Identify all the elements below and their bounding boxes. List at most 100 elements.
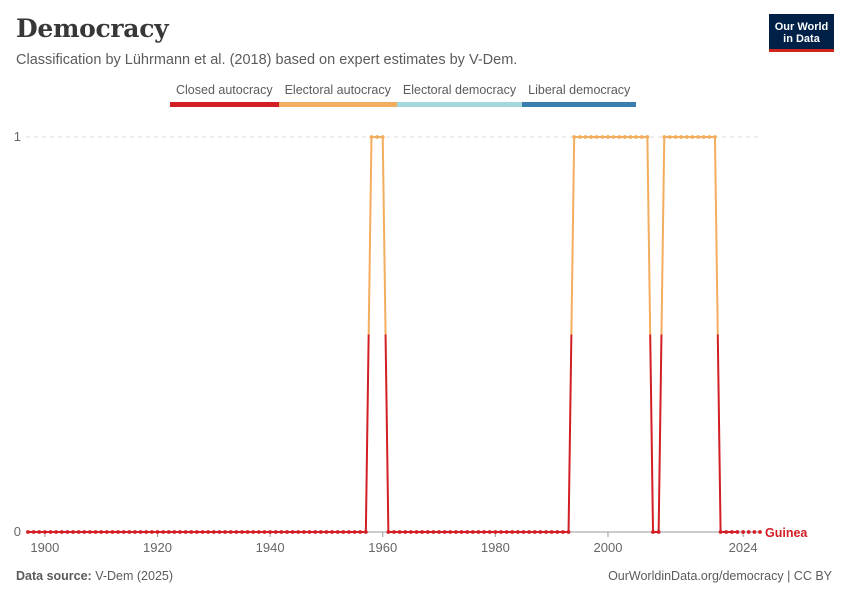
data-point	[408, 530, 413, 534]
data-point	[735, 530, 740, 534]
data-point	[718, 530, 723, 534]
data-point	[54, 530, 59, 534]
data-point	[459, 530, 464, 534]
data-point	[639, 135, 644, 139]
data-point	[713, 135, 717, 139]
data-point	[195, 530, 199, 534]
data-point	[307, 530, 312, 534]
legend-item-closed-autocracy[interactable]: Closed autocracy	[170, 83, 279, 107]
x-tick-label: 1900	[30, 540, 59, 555]
data-point	[431, 530, 436, 534]
series-line-transition	[649, 334, 655, 533]
data-point	[662, 135, 667, 139]
x-tick-label: 1980	[481, 540, 510, 555]
legend-item-electoral-autocracy[interactable]: Electoral autocracy	[278, 83, 397, 107]
data-point	[425, 530, 430, 534]
owid-logo[interactable]: Our World in Data	[769, 14, 834, 52]
series-end-label: Guinea	[765, 526, 808, 540]
data-source-value[interactable]: V-Dem (2025)	[95, 569, 174, 583]
data-point	[403, 530, 408, 534]
series-line-transition	[367, 136, 373, 335]
data-point	[532, 530, 537, 534]
footer-link[interactable]: OurWorldinData.org/democracy | CC BY	[608, 569, 832, 583]
data-point	[99, 530, 104, 534]
data-point	[673, 135, 678, 139]
data-point	[476, 530, 481, 534]
data-point	[651, 530, 655, 534]
data-point	[178, 530, 182, 534]
data-point	[223, 530, 227, 534]
data-point	[183, 530, 188, 534]
data-source: Data source: V-Dem (2025)	[16, 569, 173, 583]
data-point	[93, 530, 98, 534]
data-point	[499, 530, 503, 534]
data-point	[577, 135, 582, 139]
data-point	[256, 530, 261, 534]
data-point	[538, 530, 543, 534]
legend-item-electoral-democracy[interactable]: Electoral democracy	[396, 83, 523, 107]
data-point	[335, 530, 340, 534]
data-point	[386, 530, 391, 534]
data-point	[245, 530, 250, 534]
data-point	[217, 530, 222, 534]
data-point	[273, 530, 278, 534]
data-point	[701, 135, 706, 139]
data-source-prefix: Data source:	[16, 569, 92, 583]
y-tick-label: 0	[14, 524, 21, 539]
data-point	[82, 530, 87, 534]
data-point	[144, 530, 149, 534]
y-tick-label: 1	[14, 129, 21, 144]
data-point	[166, 530, 171, 534]
data-point	[313, 530, 318, 534]
data-point	[437, 530, 441, 534]
data-point	[251, 530, 256, 534]
data-point	[617, 135, 622, 139]
legend-swatch	[396, 102, 523, 107]
logo-line-2: in Data	[783, 33, 820, 45]
data-point	[566, 530, 571, 534]
legend-label: Closed autocracy	[176, 83, 273, 97]
data-point	[302, 530, 306, 534]
data-point	[65, 530, 70, 534]
legend-item-liberal-democracy[interactable]: Liberal democracy	[522, 83, 637, 107]
data-point	[352, 530, 357, 534]
data-point	[116, 530, 120, 534]
series-line-transition	[567, 334, 573, 533]
data-point	[296, 530, 301, 534]
data-point	[380, 135, 385, 139]
data-point	[549, 530, 554, 534]
data-point	[42, 530, 47, 534]
data-point	[104, 530, 109, 534]
data-point	[138, 530, 143, 534]
legend-label: Electoral autocracy	[284, 83, 391, 97]
data-point	[206, 530, 211, 534]
logo-line-1: Our World	[774, 21, 829, 33]
data-point	[645, 135, 650, 139]
data-point	[493, 530, 498, 534]
data-point	[358, 530, 363, 534]
legend-swatch	[170, 102, 279, 107]
series-line-transition	[381, 136, 387, 335]
series-line-transition	[713, 136, 719, 335]
data-point	[656, 530, 661, 534]
data-point	[31, 530, 36, 534]
data-point	[414, 530, 419, 534]
data-point	[628, 135, 633, 139]
data-point	[59, 530, 64, 534]
data-point	[161, 530, 166, 534]
x-tick-label: 1940	[256, 540, 285, 555]
data-point	[279, 530, 284, 534]
data-point	[375, 135, 380, 139]
data-point	[330, 530, 334, 534]
data-point	[470, 530, 475, 534]
data-point	[234, 530, 239, 534]
data-point	[71, 530, 75, 534]
data-point	[679, 135, 684, 139]
data-point	[544, 530, 548, 534]
data-point	[133, 530, 137, 534]
data-point	[442, 530, 447, 534]
data-point	[555, 530, 560, 534]
x-tick-label: 1960	[368, 540, 397, 555]
data-point	[127, 530, 132, 534]
data-point	[684, 135, 689, 139]
